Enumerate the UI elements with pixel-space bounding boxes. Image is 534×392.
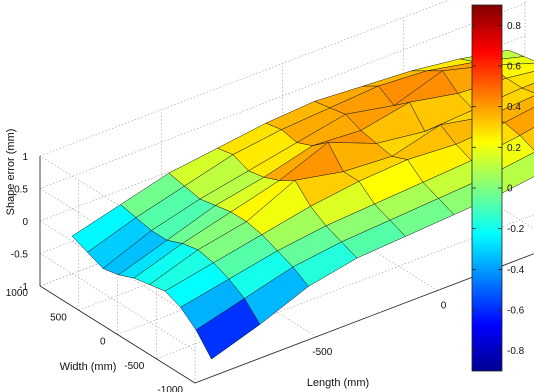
x-axis-label: Length (mm) <box>307 377 369 389</box>
colorbar-tick-label: 0.6 <box>507 62 521 73</box>
z-axis-label: Shape error (mm) <box>5 129 17 216</box>
colorbar-tick-label: 0 <box>507 184 513 195</box>
surface-mesh <box>71 49 534 360</box>
colorbar-tick-label: 0.2 <box>507 143 521 154</box>
surface-cell <box>521 83 534 94</box>
z-tick-label: -0.5 <box>11 250 29 261</box>
y-axis-line <box>39 285 196 384</box>
z-tick-label: 1 <box>22 152 28 163</box>
x-axis-line <box>194 253 534 384</box>
surface-cell <box>505 71 534 89</box>
y-tick-label: -500 <box>124 361 144 372</box>
colorbar-tick-label: -0.8 <box>507 346 525 357</box>
x-tick-label: -500 <box>312 347 332 358</box>
axes <box>39 156 534 384</box>
colorbar-ticks: 0.8 0.6 0.4 0.2 0 -0.2 -0.4 -0.6 -0.8 <box>472 21 525 357</box>
y-tick-label: -1000 <box>157 385 183 392</box>
colorbar-tick-label: 0.8 <box>507 21 521 32</box>
z-tick-label: -1 <box>19 282 28 293</box>
y-tick-label: 0 <box>100 337 106 348</box>
y-tick-label: 500 <box>50 312 67 323</box>
colorbar-tick-label: -0.6 <box>507 306 525 317</box>
z-tick-label: 0 <box>22 217 28 228</box>
surface-cell <box>519 127 534 151</box>
surface-cell <box>504 107 534 136</box>
y-axis-label: Width (mm) <box>60 361 117 373</box>
colorbar-tick-label: -0.2 <box>507 224 525 235</box>
x-tick-label: 0 <box>441 301 447 312</box>
y-tick-label: 1000 <box>6 288 29 299</box>
colorbar <box>471 4 503 372</box>
colorbar-tick-label: 0.4 <box>507 102 521 113</box>
colorbar-tick-label: -0.4 <box>507 265 525 276</box>
z-tick-label: 0.5 <box>14 185 28 196</box>
tick-labels: -1000-50005001000-1000-50005001000-1-0.5… <box>6 152 447 392</box>
